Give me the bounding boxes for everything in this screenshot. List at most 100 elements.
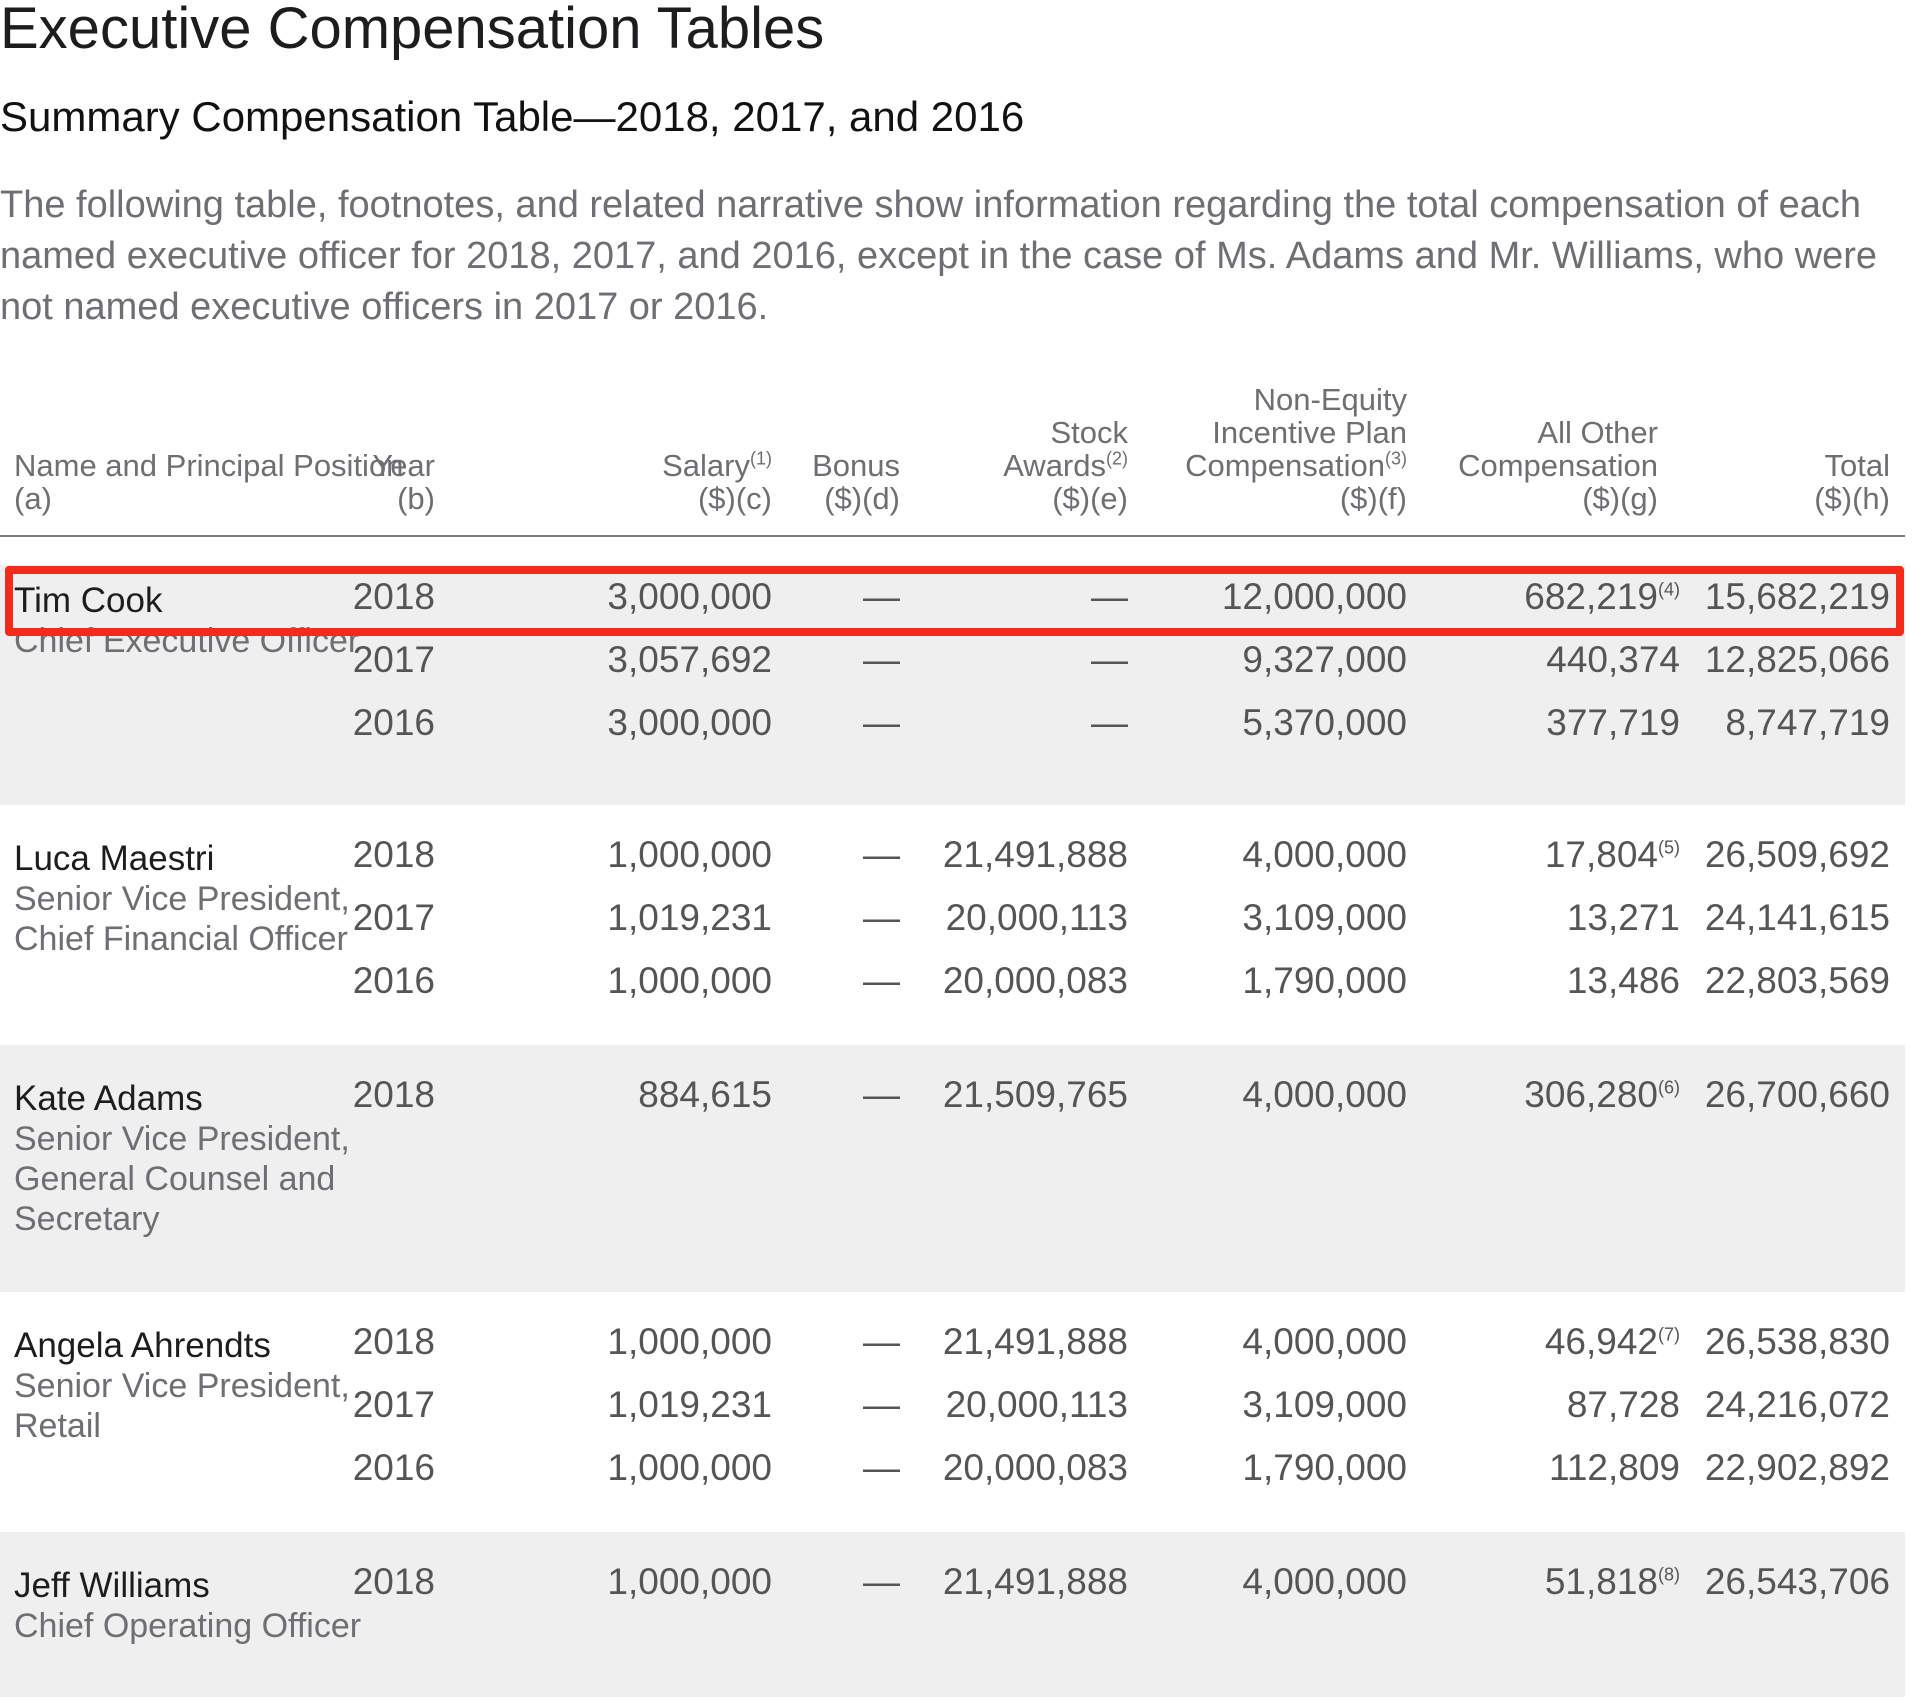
cell-bonus: —	[863, 639, 900, 680]
cell-bonus: —	[863, 1561, 900, 1602]
cell-stock-awards: —	[1091, 639, 1128, 680]
cell-bonus: —	[863, 1074, 900, 1115]
executive-position: Senior Vice President,	[14, 1367, 350, 1405]
cell-bonus: —	[863, 834, 900, 875]
executive-group-angela-ahrendts: Angela Ahrendts Senior Vice President, R…	[0, 1292, 1905, 1532]
col-header-stock-awards: Stock Awards(2) ($)(e)	[1003, 415, 1128, 516]
page-title: Executive Compensation Tables	[0, 0, 825, 61]
highlight-box	[5, 566, 1904, 636]
cell-all-other: 13,271	[1566, 897, 1680, 938]
cell-stock-awards: 20,000,113	[945, 897, 1128, 938]
executive-name: Angela Ahrendts	[14, 1326, 271, 1365]
cell-all-other: 682,219(4)	[1524, 576, 1680, 617]
table-heading: Summary Compensation Table—2018, 2017, a…	[0, 93, 1025, 140]
cell-bonus: —	[863, 1321, 900, 1362]
cell-salary: 884,615	[638, 1074, 772, 1115]
table-row: 2016 1,000,000 — 20,000,083 1,790,000 11…	[0, 1436, 1905, 1499]
cell-non-equity: 1,790,000	[1242, 1447, 1407, 1488]
cell-salary: 1,000,000	[607, 1321, 772, 1362]
cell-salary: 1,000,000	[607, 1447, 772, 1488]
cell-all-other: 306,280(6)	[1524, 1074, 1680, 1115]
cell-all-other: 51,818(8)	[1544, 1561, 1680, 1602]
cell-non-equity: 4,000,000	[1242, 1074, 1407, 1115]
cell-all-other: 440,374	[1546, 639, 1680, 680]
table-row: 2017 1,019,231 — 20,000,113 3,109,000 87…	[0, 1373, 1905, 1436]
cell-all-other: 87,728	[1566, 1384, 1680, 1425]
cell-non-equity: 9,327,000	[1242, 639, 1407, 680]
footnote-marker: (7)	[1658, 1324, 1680, 1345]
cell-salary: 1,000,000	[607, 834, 772, 875]
col-header-total: Total ($)(h)	[1814, 448, 1890, 516]
cell-stock-awards: 21,509,765	[942, 1074, 1128, 1115]
cell-year: 2018	[352, 1561, 435, 1602]
cell-stock-awards: 21,491,888	[942, 1321, 1128, 1362]
cell-non-equity: 3,109,000	[1242, 1384, 1407, 1425]
footnote-marker: (8)	[1658, 1564, 1680, 1585]
table-header: Name and Principal Position (a) Year (b)…	[0, 360, 1905, 537]
executive-position: Retail	[14, 1407, 101, 1445]
name-block: Luca Maestri Senior Vice President, Chie…	[14, 839, 350, 959]
name-block: Jeff Williams Chief Operating Officer	[14, 1566, 361, 1646]
table-row: 2018 1,000,000 — 21,491,888 4,000,000 46…	[0, 1310, 1905, 1373]
cell-year: 2018	[352, 1074, 435, 1115]
executive-group-jeff-williams: Jeff Williams Chief Operating Officer 20…	[0, 1532, 1905, 1697]
cell-stock-awards: 20,000,083	[942, 960, 1128, 1001]
cell-stock-awards: 20,000,083	[942, 1447, 1128, 1488]
col-header-year: Year (b)	[372, 448, 435, 516]
cell-stock-awards: —	[1091, 702, 1128, 743]
cell-salary: 1,019,231	[607, 897, 772, 938]
cell-bonus: —	[863, 1384, 900, 1425]
cell-year: 2017	[352, 897, 435, 938]
executive-name: Tim Cook	[14, 581, 163, 620]
executive-position: Senior Vice President,	[14, 880, 350, 918]
cell-total: 26,509,692	[1704, 834, 1890, 875]
cell-salary: 1,000,000	[607, 960, 772, 1001]
cell-total: 26,700,660	[1704, 1074, 1890, 1115]
executive-name: Jeff Williams	[14, 1566, 210, 1605]
executive-position: Senior Vice President,	[14, 1120, 350, 1158]
cell-non-equity: 3,109,000	[1242, 897, 1407, 938]
executive-name: Luca Maestri	[14, 839, 215, 878]
cell-year: 2017	[352, 639, 435, 680]
cell-salary: 1,019,231	[607, 1384, 772, 1425]
cell-bonus: —	[863, 960, 900, 1001]
executive-position: Chief Operating Officer	[14, 1607, 362, 1645]
cell-all-other: 13,486	[1566, 960, 1680, 1001]
table-row: 2016 1,000,000 — 20,000,083 1,790,000 13…	[0, 949, 1905, 1012]
col-header-salary: Salary(1) ($)(c)	[662, 448, 772, 516]
cell-salary: 3,000,000	[607, 576, 772, 617]
table-row: 2016 3,000,000 — — 5,370,000 377,719 8,7…	[0, 691, 1905, 754]
executive-position: Secretary	[14, 1200, 160, 1238]
footnote-marker: (4)	[1658, 579, 1680, 600]
footnote-marker: (6)	[1658, 1077, 1680, 1098]
cell-bonus: —	[863, 897, 900, 938]
executive-group-tim-cook: Tim Cook Chief Executive Officer 2018 3,…	[0, 565, 1905, 805]
cell-salary: 3,057,692	[607, 639, 772, 680]
cell-all-other: 46,942(7)	[1544, 1321, 1680, 1362]
executive-position: General Counsel and	[14, 1160, 336, 1198]
cell-stock-awards: 21,491,888	[942, 834, 1128, 875]
cell-non-equity: 1,790,000	[1242, 960, 1407, 1001]
cell-total: 15,682,219	[1704, 576, 1890, 617]
table-row: 2018 884,615 — 21,509,765 4,000,000 306,…	[0, 1063, 1905, 1126]
cell-non-equity: 5,370,000	[1242, 702, 1407, 743]
col-header-name: Name and Principal Position (a)	[14, 448, 404, 516]
table-row: 2018 1,000,000 — 21,491,888 4,000,000 51…	[0, 1550, 1905, 1613]
cell-all-other: 377,719	[1546, 702, 1680, 743]
col-header-bonus: Bonus ($)(d)	[812, 448, 900, 516]
cell-total: 24,216,072	[1704, 1384, 1890, 1425]
col-header-all-other: All Other Compensation ($)(g)	[1458, 415, 1658, 516]
summary-compensation-table: Name and Principal Position (a) Year (b)…	[0, 360, 1905, 1697]
cell-stock-awards: 21,491,888	[942, 1561, 1128, 1602]
cell-non-equity: 4,000,000	[1242, 1561, 1407, 1602]
cell-total: 12,825,066	[1704, 639, 1890, 680]
cell-all-other: 17,804(5)	[1544, 834, 1680, 875]
cell-year: 2017	[352, 1384, 435, 1425]
cell-year: 2018	[352, 576, 435, 617]
cell-year: 2016	[352, 960, 435, 1001]
cell-total: 22,902,892	[1704, 1447, 1890, 1488]
cell-year: 2018	[352, 834, 435, 875]
table-row: 2017 3,057,692 — — 9,327,000 440,374 12,…	[0, 628, 1905, 691]
cell-all-other: 112,809	[1549, 1447, 1680, 1488]
executive-group-kate-adams: Kate Adams Senior Vice President, Genera…	[0, 1045, 1905, 1292]
